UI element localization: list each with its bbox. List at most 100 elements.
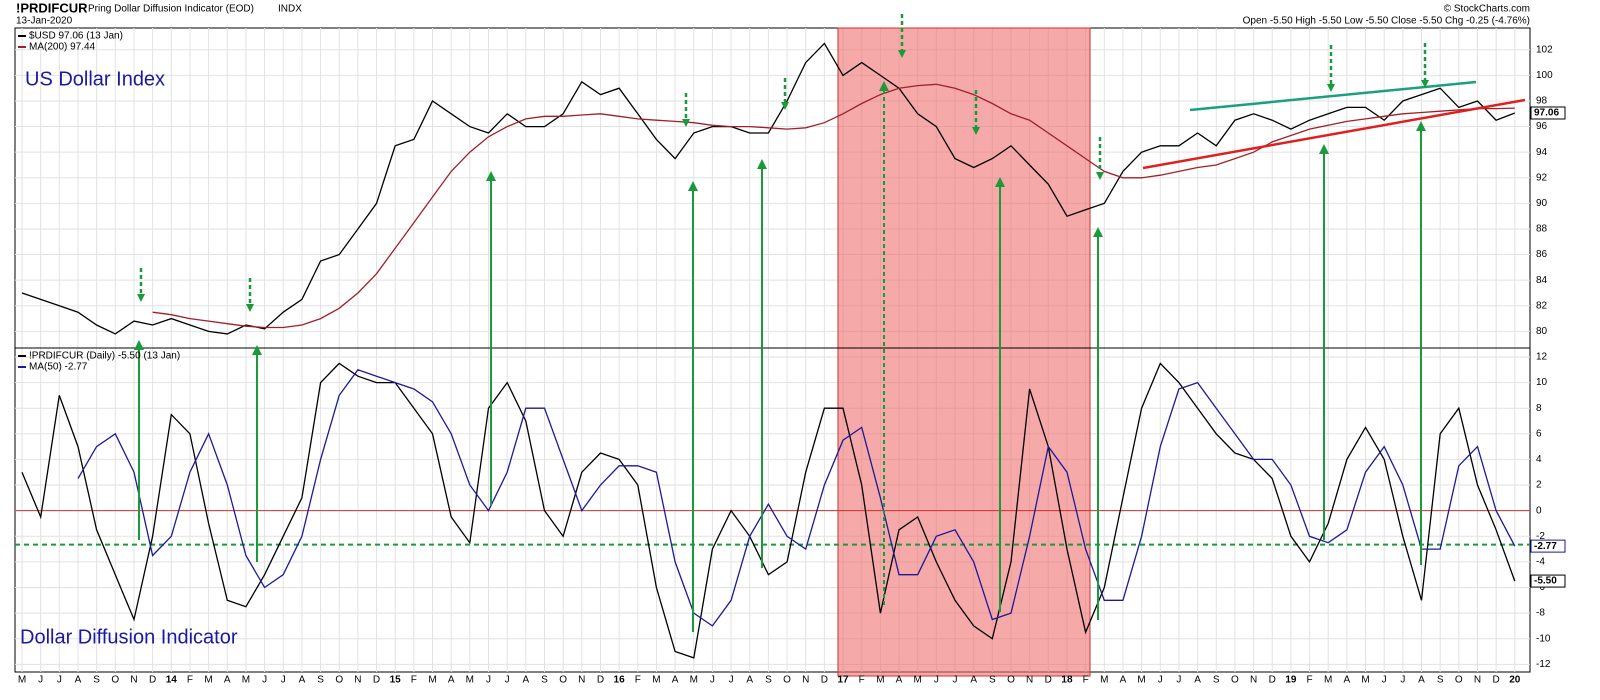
y-tick-label: 102	[1536, 44, 1553, 55]
y-tick-label: -12	[1536, 659, 1551, 670]
y-tick-label: 12	[1536, 352, 1548, 363]
y-tick-label: 0	[1536, 505, 1542, 516]
x-tick-label: N	[1026, 675, 1033, 686]
series-line	[21, 42, 1516, 335]
x-tick-label: A	[224, 675, 231, 686]
x-tick-label: 15	[390, 675, 402, 686]
x-tick-label: 17	[837, 675, 849, 686]
x-tick-label: M	[428, 675, 436, 686]
copyright: © StockCharts.com	[1444, 4, 1530, 15]
x-tick-label: A	[299, 675, 306, 686]
x-tick-label: F	[187, 675, 193, 686]
panel-title: US Dollar Index	[25, 68, 165, 90]
x-tick-label: J	[1400, 675, 1405, 686]
x-tick-label: M	[18, 675, 26, 686]
end-label-box	[1530, 539, 1566, 553]
x-tick-label: S	[1437, 675, 1444, 686]
x-tick-label: M	[242, 675, 250, 686]
x-tick-label: A	[1120, 675, 1127, 686]
y-tick-label: 80	[1536, 326, 1548, 337]
y-tick-label: 100	[1536, 70, 1553, 81]
x-tick-label: M	[652, 675, 660, 686]
legend-entry: MA(200) 97.44	[29, 42, 96, 53]
x-tick-label: J	[486, 675, 491, 686]
x-tick-label: D	[597, 675, 604, 686]
end-label: -2.77	[1534, 541, 1557, 552]
x-tick-label: J	[710, 675, 715, 686]
x-tick-label: D	[149, 675, 156, 686]
x-tick-label: M	[690, 675, 698, 686]
x-tick-label: D	[821, 675, 828, 686]
x-tick-label: O	[1007, 675, 1015, 686]
y-tick-label: 98	[1536, 96, 1548, 107]
series-line	[21, 362, 1516, 659]
x-tick-label: S	[765, 675, 772, 686]
x-tick-label: J	[729, 675, 734, 686]
grid	[15, 28, 1530, 672]
description: Pring Dollar Diffusion Indicator (EOD)	[88, 4, 254, 15]
legend-entry: $USD 97.06 (13 Jan)	[29, 31, 123, 42]
x-tick-label: J	[38, 675, 43, 686]
x-tick-label: M	[466, 675, 474, 686]
x-tick-label: S	[989, 675, 996, 686]
y-tick-label: -2	[1536, 531, 1545, 542]
y-tick-label: 88	[1536, 224, 1548, 235]
x-tick-label: J	[934, 675, 939, 686]
end-label: 97.06	[1534, 108, 1559, 119]
x-tick-label: N	[1474, 675, 1481, 686]
panel-title: Dollar Diffusion Indicator	[20, 626, 238, 648]
x-tick-label: J	[1158, 675, 1163, 686]
x-tick-label: N	[130, 675, 137, 686]
x-tick-label: J	[1176, 675, 1181, 686]
y-tick-label: 10	[1536, 377, 1548, 388]
x-tick-label: N	[802, 675, 809, 686]
x-tick-label: 18	[1061, 675, 1073, 686]
x-tick-label: N	[578, 675, 585, 686]
y-tick-label: 8	[1536, 403, 1542, 414]
x-tick-label: A	[75, 675, 82, 686]
y-tick-label: 86	[1536, 249, 1548, 260]
x-tick-label: A	[522, 675, 529, 686]
highlight-region	[837, 27, 1091, 677]
y-tick-label: 4	[1536, 454, 1542, 465]
y-tick-label: 2	[1536, 480, 1542, 491]
x-tick-label: M	[914, 675, 922, 686]
y-tick-label: 82	[1536, 300, 1548, 311]
date: 13-Jan-2020	[16, 16, 73, 27]
x-tick-label: O	[335, 675, 343, 686]
end-label: -5.50	[1534, 576, 1557, 587]
x-tick-label: S	[541, 675, 548, 686]
x-tick-label: M	[1137, 675, 1145, 686]
x-tick-label: S	[317, 675, 324, 686]
y-tick-label: 92	[1536, 172, 1548, 183]
y-tick-label: -8	[1536, 608, 1545, 619]
y-tick-label: 94	[1536, 147, 1548, 158]
y-tick-label: -6	[1536, 582, 1545, 593]
series-line	[77, 369, 1516, 627]
x-tick-label: A	[746, 675, 753, 686]
x-tick-label: A	[1418, 675, 1425, 686]
x-tick-label: M	[1324, 675, 1332, 686]
x-tick-label: J	[262, 675, 267, 686]
trend-line	[1142, 98, 1526, 170]
x-tick-label: A	[1194, 675, 1201, 686]
legend-entry: !PRDIFCUR (Daily) -5.50 (13 Jan)	[29, 351, 180, 362]
x-tick-label: F	[1083, 675, 1089, 686]
y-tick-label: 6	[1536, 428, 1542, 439]
plot-frame	[14, 27, 1531, 673]
y-tick-label: 84	[1536, 275, 1548, 286]
x-tick-label: 16	[614, 675, 626, 686]
x-tick-label: S	[93, 675, 100, 686]
x-tick-label: D	[1493, 675, 1500, 686]
x-tick-label: N	[354, 675, 361, 686]
x-tick-label: J	[281, 675, 286, 686]
y-tick-label: 96	[1536, 121, 1548, 132]
x-tick-label: F	[411, 675, 417, 686]
plots	[15, 42, 1530, 659]
x-tick-label: D	[1045, 675, 1052, 686]
x-tick-label: M	[1100, 675, 1108, 686]
x-tick-label: 19	[1285, 675, 1297, 686]
x-tick-label: O	[1231, 675, 1239, 686]
y-tick-label: 90	[1536, 198, 1548, 209]
legend-entry: MA(50) -2.77	[29, 362, 88, 373]
